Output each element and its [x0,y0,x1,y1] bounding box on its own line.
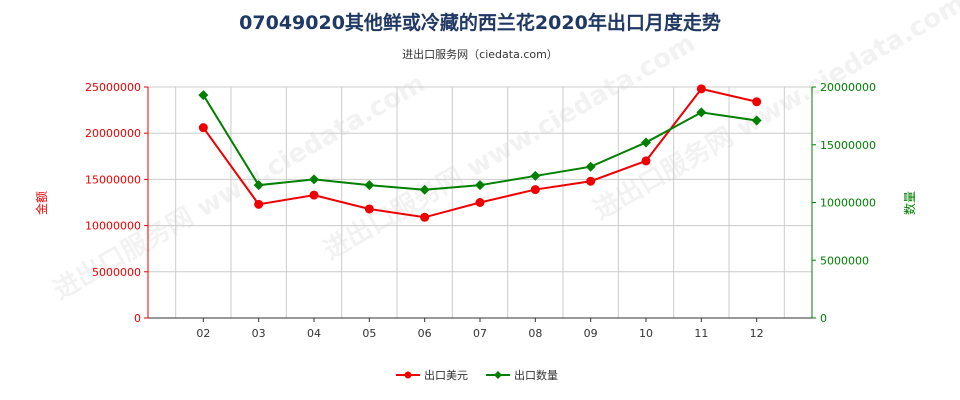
x-tick-label: 10 [639,327,653,340]
y-left-tick-label: 15000000 [85,173,141,186]
series [198,84,762,222]
data-point-diamond [364,180,375,191]
data-point-circle [254,199,264,209]
y-right-tick-label: 10000000 [820,197,876,210]
data-point-circle [198,123,208,133]
data-point-diamond [419,184,430,195]
watermark-text: 进出口服务网 www.ciedata.com [319,28,701,266]
chart-title: 07049020其他鲜或冷藏的西兰花2020年出口月度走势 [239,12,721,34]
x-tick-label: 12 [750,327,764,340]
x-tick-label: 06 [418,327,432,340]
axes: 0 5000000 10000000 15000000 20000000 25000000… [34,81,917,340]
legend-marker [494,371,502,379]
data-point-circle [364,204,374,214]
y-right-tick-label: 15000000 [820,139,876,152]
legend-label: 出口数量 [514,368,558,382]
x-tick-label: 07 [473,327,487,340]
data-point-circle [420,212,430,222]
data-point-circle [309,190,319,200]
legend: 出口美元 出口数量 [396,368,558,382]
y-left-tick-label: 10000000 [85,220,141,233]
data-point-circle [641,156,651,166]
y-left-tick-label: 5000000 [92,266,141,279]
data-point-diamond [751,115,762,126]
legend-marker [404,371,412,379]
data-point-circle [475,198,485,207]
data-point-diamond [641,137,651,148]
data-point-circle [752,97,762,107]
data-point-circle [530,185,540,195]
y-right-tick-label: 0 [820,312,827,325]
y-left-tick-label: 0 [134,312,141,325]
x-tick-label: 02 [196,327,210,340]
grid [148,86,812,318]
y-axis-left-title: 金额 [34,191,49,215]
data-point-circle [586,176,596,186]
x-tick-label: 03 [252,327,266,340]
data-point-circle [696,84,706,94]
y-right-tick-label: 20000000 [820,81,876,94]
y-axis-right-title: 数量 [902,191,917,215]
x-tick-label: 05 [362,327,376,340]
x-tick-label: 04 [307,327,321,340]
x-tick-label: 11 [694,327,708,340]
legend-label: 出口美元 [424,368,468,382]
data-point-diamond [309,174,319,185]
data-point-diamond [530,170,541,181]
data-point-diamond [253,180,264,191]
x-tick-label: 08 [528,327,542,340]
y-left-tick-label: 20000000 [85,127,141,140]
data-point-diamond [696,107,707,118]
x-tick-label: 09 [584,327,598,340]
data-point-diamond [585,161,596,172]
data-point-diamond [475,180,485,191]
y-right-tick-label: 5000000 [820,254,869,267]
data-point-diamond [198,90,209,101]
y-left-tick-label: 25000000 [85,81,141,94]
chart-subtitle: 进出口服务网（ciedata.com） [402,48,558,61]
